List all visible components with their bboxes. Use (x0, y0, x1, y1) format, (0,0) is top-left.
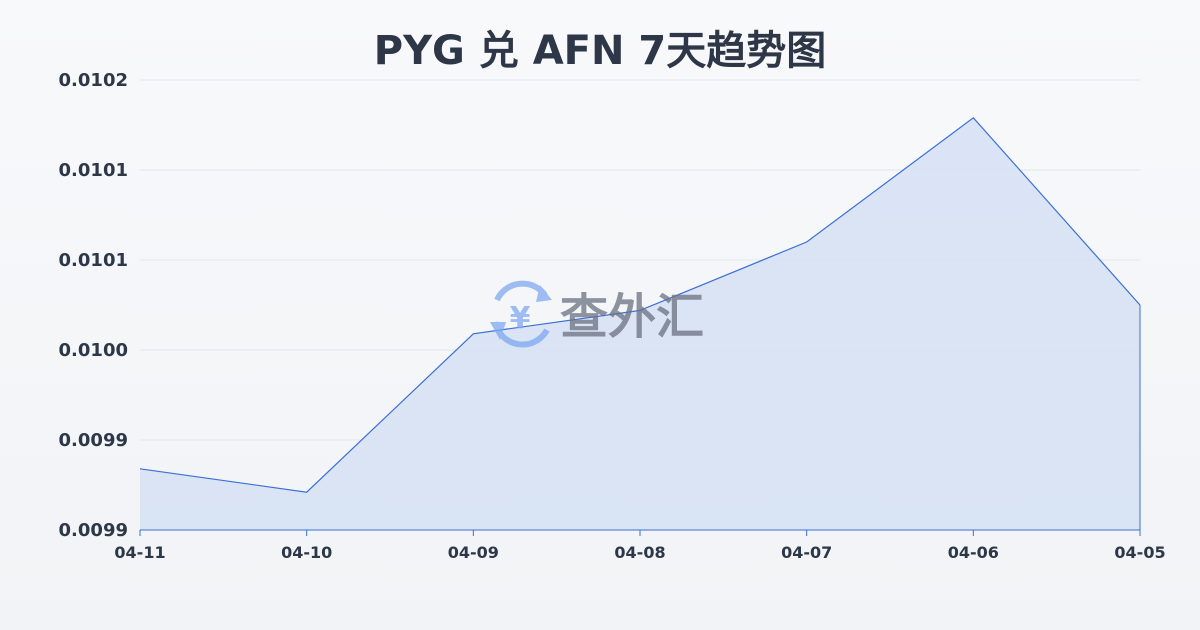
chart-title: PYG 兑 AFN 7天趋势图 (373, 28, 827, 74)
x-tick-label: 04-07 (781, 543, 832, 562)
watermark-text: 查外汇 (560, 289, 704, 345)
y-tick-label: 0.0099 (59, 520, 128, 541)
yen-exchange-icon: ¥ (490, 280, 552, 348)
x-tick-label: 04-06 (948, 543, 999, 562)
x-tick-label: 04-08 (614, 543, 665, 562)
x-tick-label: 04-10 (281, 543, 332, 562)
x-tick-label: 04-05 (1114, 543, 1165, 562)
y-tick-label: 0.0102 (59, 70, 128, 91)
watermark: ¥ 查外汇 (490, 280, 704, 348)
y-tick-label: 0.0101 (59, 250, 128, 271)
y-tick-label: 0.0099 (59, 430, 128, 451)
y-tick-label: 0.0101 (59, 160, 128, 181)
x-tick-label: 04-11 (114, 543, 165, 562)
x-tick-label: 04-09 (448, 543, 499, 562)
y-tick-label: 0.0100 (59, 340, 128, 361)
area-fill (140, 117, 1140, 531)
svg-text:¥: ¥ (510, 301, 531, 336)
